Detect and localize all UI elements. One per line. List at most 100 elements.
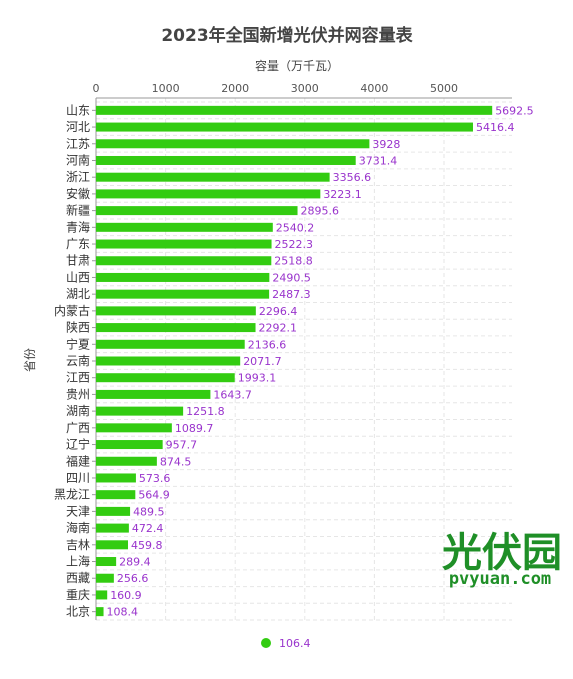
category-label: 黑龙江 xyxy=(54,488,90,502)
bar[interactable] xyxy=(96,155,356,165)
bar[interactable] xyxy=(96,139,370,149)
data-label: 3928 xyxy=(372,138,400,151)
bar[interactable] xyxy=(96,473,136,483)
bar[interactable] xyxy=(96,490,136,500)
category-label: 河南 xyxy=(66,152,90,167)
bar[interactable] xyxy=(96,206,298,216)
bar[interactable] xyxy=(96,339,245,349)
data-label: 2522.3 xyxy=(275,238,314,251)
x-axis-ticks: 0 1000 2000 3000 4000 5000 xyxy=(93,82,459,95)
x-tick-label: 0 xyxy=(93,82,100,95)
x-tick-label: 2000 xyxy=(221,82,249,95)
data-label: 2136.6 xyxy=(248,338,287,351)
data-label: 573.6 xyxy=(139,472,171,485)
data-label: 957.7 xyxy=(166,439,198,452)
data-label: 256.6 xyxy=(117,572,149,585)
data-label: 2487.3 xyxy=(272,288,311,301)
chart-title: 2023年全国新增光伏并网容量表 xyxy=(161,25,413,46)
category-label: 浙江 xyxy=(66,170,90,184)
watermark: 光伏园 pvyuan.com xyxy=(442,529,562,589)
bar[interactable] xyxy=(96,523,129,533)
data-label: 3356.6 xyxy=(333,171,372,184)
bar[interactable] xyxy=(96,356,241,366)
data-label: 2895.6 xyxy=(301,205,340,218)
data-label: 459.8 xyxy=(131,539,163,552)
category-label: 辽宁 xyxy=(66,437,90,452)
grid xyxy=(95,97,512,621)
bar[interactable] xyxy=(96,289,270,299)
category-label: 贵州 xyxy=(66,387,90,401)
category-label: 宁夏 xyxy=(66,336,90,351)
data-label: 5416.4 xyxy=(476,121,515,134)
category-label: 海南 xyxy=(66,520,90,535)
bar[interactable] xyxy=(96,590,108,600)
bar[interactable] xyxy=(96,222,273,232)
legend[interactable]: 106.4 xyxy=(261,637,311,650)
category-label: 吉林 xyxy=(66,538,90,552)
bars xyxy=(96,105,493,617)
data-label: 5692.5 xyxy=(495,104,534,117)
bar[interactable] xyxy=(96,506,131,516)
category-label: 安徽 xyxy=(66,186,90,201)
data-label: 2296.4 xyxy=(259,305,298,318)
bar[interactable] xyxy=(96,573,114,583)
bar[interactable] xyxy=(96,557,117,567)
data-label: 874.5 xyxy=(160,455,192,468)
bar[interactable] xyxy=(96,406,184,416)
bar[interactable] xyxy=(96,306,256,316)
data-label: 1089.7 xyxy=(175,422,214,435)
watermark-logo: 光伏园 xyxy=(442,529,562,576)
data-label: 3223.1 xyxy=(323,188,362,201)
category-label: 福建 xyxy=(66,453,90,468)
data-label: 1251.8 xyxy=(186,405,225,418)
x-tick-label: 5000 xyxy=(430,82,458,95)
bar[interactable] xyxy=(96,423,172,433)
data-label: 2071.7 xyxy=(243,355,281,368)
category-label: 湖北 xyxy=(66,286,90,301)
category-label: 山东 xyxy=(66,103,90,117)
x-tick-label: 4000 xyxy=(360,82,388,95)
category-label: 河北 xyxy=(66,120,90,134)
category-label: 江西 xyxy=(66,371,90,385)
category-label: 西藏 xyxy=(66,571,90,585)
legend-label: 106.4 xyxy=(279,637,311,650)
bar[interactable] xyxy=(96,256,272,266)
bar[interactable] xyxy=(96,456,157,466)
bar[interactable] xyxy=(96,122,473,132)
category-label: 山西 xyxy=(66,270,90,284)
data-label: 3731.4 xyxy=(359,154,398,167)
x-axis-label: 容量（万千瓦） xyxy=(255,58,339,73)
category-label: 四川 xyxy=(66,471,90,485)
data-label: 489.5 xyxy=(133,505,165,518)
bar[interactable] xyxy=(96,239,272,249)
data-label: 472.4 xyxy=(132,522,164,535)
category-label: 甘肃 xyxy=(66,254,90,268)
bar[interactable] xyxy=(96,172,330,182)
bar[interactable] xyxy=(96,607,104,617)
bar[interactable] xyxy=(96,323,256,333)
bar[interactable] xyxy=(96,540,129,550)
category-label: 上海 xyxy=(66,554,90,569)
data-label: 564.9 xyxy=(138,489,170,502)
data-label: 1643.7 xyxy=(213,388,252,401)
bar[interactable] xyxy=(96,389,211,399)
bar[interactable] xyxy=(96,272,270,282)
bar[interactable] xyxy=(96,440,163,450)
category-labels: 山东河北江苏河南浙江安徽新疆青海广东甘肃山西湖北内蒙古陕西宁夏云南江西贵州湖南广… xyxy=(54,103,96,619)
data-label: 2518.8 xyxy=(274,255,313,268)
data-label: 2292.1 xyxy=(259,322,298,335)
watermark-url: pvyuan.com xyxy=(449,569,551,589)
bar[interactable] xyxy=(96,373,235,383)
x-tick-label: 3000 xyxy=(291,82,319,95)
bar[interactable] xyxy=(96,189,321,199)
category-label: 江苏 xyxy=(66,137,90,151)
category-label: 内蒙古 xyxy=(54,303,90,318)
value-labels: 5692.5 5416.4 3928 3731.4 3356.6 3223.1 2895.6… xyxy=(107,104,534,618)
category-label: 陕西 xyxy=(66,320,90,335)
category-label: 北京 xyxy=(66,605,90,619)
category-label: 广东 xyxy=(66,237,90,251)
data-label: 160.9 xyxy=(110,589,142,602)
bar[interactable] xyxy=(96,105,493,115)
category-label: 青海 xyxy=(66,219,90,234)
data-label: 2490.5 xyxy=(272,271,311,284)
